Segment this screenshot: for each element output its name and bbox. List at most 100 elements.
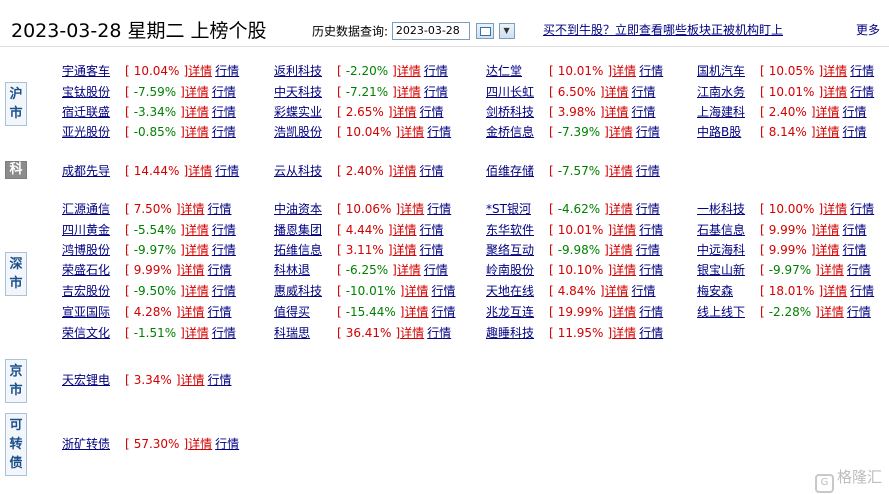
detail-link[interactable]: 详情 <box>815 105 840 119</box>
detail-link[interactable]: 详情 <box>612 305 637 319</box>
quote-link[interactable]: 行情 <box>419 105 444 119</box>
stock-name-link[interactable]: 汇源通信 <box>62 202 111 216</box>
detail-link[interactable]: 详情 <box>184 125 209 139</box>
quote-link[interactable]: 行情 <box>211 85 236 99</box>
stock-name-link[interactable]: 亚光股份 <box>62 125 111 139</box>
quote-link[interactable]: 行情 <box>635 202 660 216</box>
detail-link[interactable]: 详情 <box>392 223 417 237</box>
quote-link[interactable]: 行情 <box>211 326 236 340</box>
quote-link[interactable]: 行情 <box>207 202 232 216</box>
quote-link[interactable]: 行情 <box>211 243 236 257</box>
detail-link[interactable]: 详情 <box>396 85 421 99</box>
quote-link[interactable]: 行情 <box>639 326 664 340</box>
detail-link[interactable]: 详情 <box>400 326 425 340</box>
stock-name-link[interactable]: 四川黄金 <box>62 223 111 237</box>
stock-name-link[interactable]: 拓维信息 <box>274 243 323 257</box>
quote-link[interactable]: 行情 <box>427 202 452 216</box>
stock-name-link[interactable]: 四川长虹 <box>486 85 535 99</box>
detail-link[interactable]: 详情 <box>188 437 213 451</box>
stock-name-link[interactable]: 宇通客车 <box>62 64 111 78</box>
detail-link[interactable]: 详情 <box>608 125 633 139</box>
detail-link[interactable]: 详情 <box>180 202 205 216</box>
quote-link[interactable]: 行情 <box>431 284 456 298</box>
detail-link[interactable]: 详情 <box>612 326 637 340</box>
quote-link[interactable]: 行情 <box>211 105 236 119</box>
quote-link[interactable]: 行情 <box>211 223 236 237</box>
quote-link[interactable]: 行情 <box>639 64 664 78</box>
stock-name-link[interactable]: 一彬科技 <box>697 202 746 216</box>
quote-link[interactable]: 行情 <box>211 284 236 298</box>
quote-link[interactable]: 行情 <box>846 263 871 277</box>
stock-name-link[interactable]: 中远海科 <box>697 243 746 257</box>
stock-name-link[interactable]: 银宝山新 <box>697 263 746 277</box>
stock-name-link[interactable]: 吉宏股份 <box>62 284 111 298</box>
detail-link[interactable]: 详情 <box>188 64 213 78</box>
detail-link[interactable]: 详情 <box>612 223 637 237</box>
detail-link[interactable]: 详情 <box>608 202 633 216</box>
stock-name-link[interactable]: 中油资本 <box>274 202 323 216</box>
detail-link[interactable]: 详情 <box>815 125 840 139</box>
detail-link[interactable]: 详情 <box>400 125 425 139</box>
quote-link[interactable]: 行情 <box>842 223 867 237</box>
stock-name-link[interactable]: 宝钛股份 <box>62 85 111 99</box>
quote-link[interactable]: 行情 <box>215 437 240 451</box>
history-date-input[interactable]: 2023-03-28 <box>391 22 470 40</box>
stock-name-link[interactable]: 金桥信息 <box>486 125 535 139</box>
quote-link[interactable]: 行情 <box>846 305 871 319</box>
detail-link[interactable]: 详情 <box>815 223 840 237</box>
stock-name-link[interactable]: 兆龙互连 <box>486 305 535 319</box>
detail-link[interactable]: 详情 <box>404 284 429 298</box>
stock-name-link[interactable]: 云从科技 <box>274 164 323 178</box>
detail-link[interactable]: 详情 <box>819 305 844 319</box>
stock-name-link[interactable]: 荣信文化 <box>62 326 111 340</box>
stock-name-link[interactable]: 荣盛石化 <box>62 263 111 277</box>
quote-link[interactable]: 行情 <box>419 243 444 257</box>
stock-name-link[interactable]: 浩凯股份 <box>274 125 323 139</box>
detail-link[interactable]: 详情 <box>392 105 417 119</box>
detail-link[interactable]: 详情 <box>815 243 840 257</box>
quote-link[interactable]: 行情 <box>850 202 875 216</box>
stock-name-link[interactable]: 聚络互动 <box>486 243 535 257</box>
stock-name-link[interactable]: 国机汽车 <box>697 64 746 78</box>
detail-link[interactable]: 详情 <box>608 243 633 257</box>
detail-link[interactable]: 详情 <box>823 64 848 78</box>
detail-link[interactable]: 详情 <box>392 243 417 257</box>
stock-name-link[interactable]: 成都先导 <box>62 164 111 178</box>
detail-link[interactable]: 详情 <box>608 164 633 178</box>
quote-link[interactable]: 行情 <box>850 64 875 78</box>
quote-link[interactable]: 行情 <box>207 263 232 277</box>
chevron-down-icon[interactable]: ▼ <box>498 23 515 39</box>
quote-link[interactable]: 行情 <box>635 125 660 139</box>
quote-link[interactable]: 行情 <box>842 105 867 119</box>
quote-link[interactable]: 行情 <box>635 243 660 257</box>
stock-name-link[interactable]: 宿迁联盛 <box>62 105 111 119</box>
detail-link[interactable]: 详情 <box>604 105 629 119</box>
detail-link[interactable]: 详情 <box>180 373 205 387</box>
stock-name-link[interactable]: *ST银河 <box>486 202 531 216</box>
quote-link[interactable]: 行情 <box>842 125 867 139</box>
quote-link[interactable]: 行情 <box>215 64 240 78</box>
quote-link[interactable]: 行情 <box>431 305 456 319</box>
quote-link[interactable]: 行情 <box>419 164 444 178</box>
stock-name-link[interactable]: 江南水务 <box>697 85 746 99</box>
detail-link[interactable]: 详情 <box>184 85 209 99</box>
quote-link[interactable]: 行情 <box>207 373 232 387</box>
quote-link[interactable]: 行情 <box>427 125 452 139</box>
quote-link[interactable]: 行情 <box>850 284 875 298</box>
detail-link[interactable]: 详情 <box>392 164 417 178</box>
detail-link[interactable]: 详情 <box>612 263 637 277</box>
stock-name-link[interactable]: 播恩集团 <box>274 223 323 237</box>
stock-name-link[interactable]: 值得买 <box>274 305 311 319</box>
quote-link[interactable]: 行情 <box>631 284 656 298</box>
stock-name-link[interactable]: 石基信息 <box>697 223 746 237</box>
detail-link[interactable]: 详情 <box>819 263 844 277</box>
quote-link[interactable]: 行情 <box>639 263 664 277</box>
quote-link[interactable]: 行情 <box>842 243 867 257</box>
detail-link[interactable]: 详情 <box>400 202 425 216</box>
detail-link[interactable]: 详情 <box>184 223 209 237</box>
quote-link[interactable]: 行情 <box>631 85 656 99</box>
detail-link[interactable]: 详情 <box>184 105 209 119</box>
detail-link[interactable]: 详情 <box>180 263 205 277</box>
quote-link[interactable]: 行情 <box>639 223 664 237</box>
detail-link[interactable]: 详情 <box>184 243 209 257</box>
